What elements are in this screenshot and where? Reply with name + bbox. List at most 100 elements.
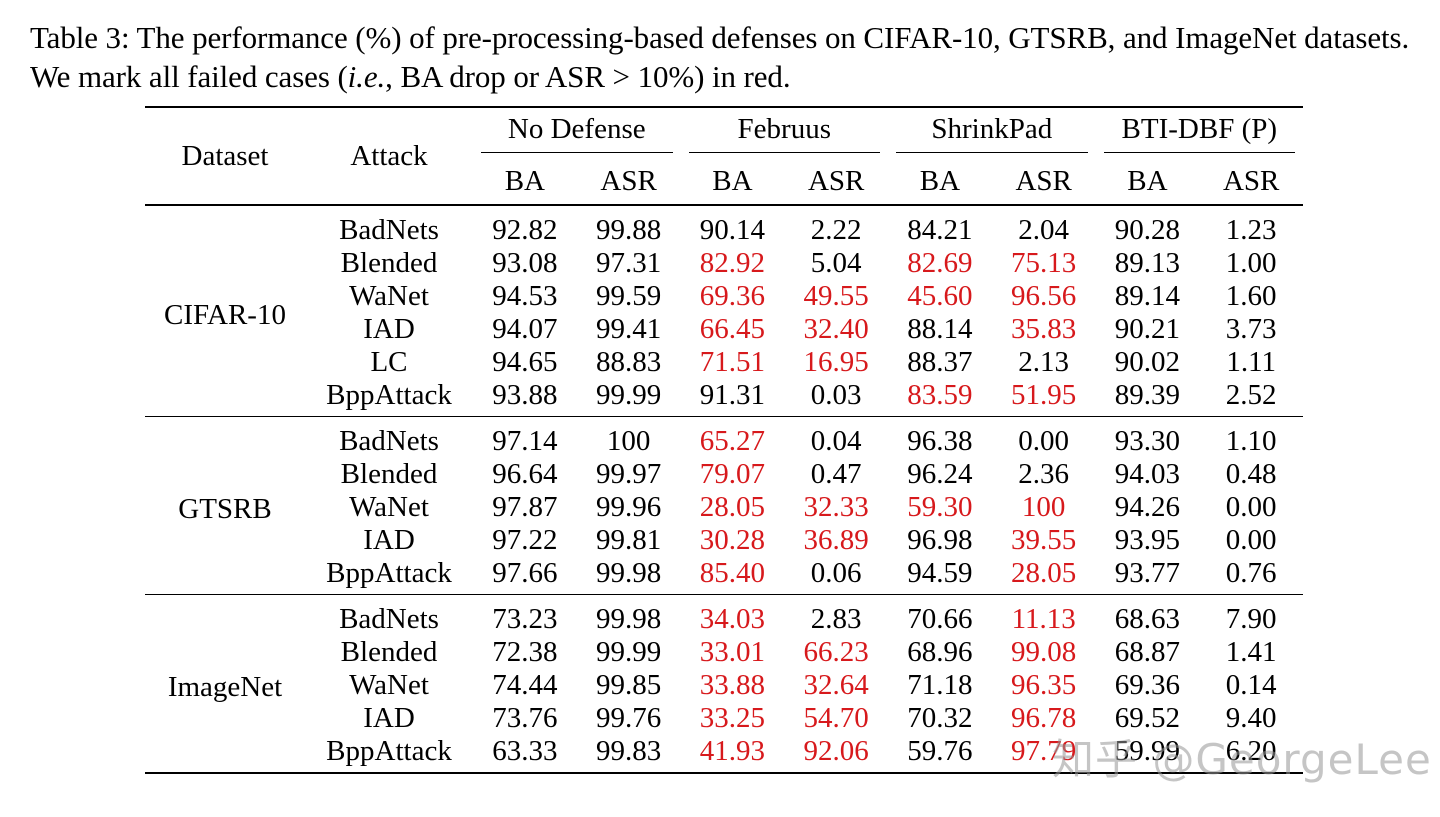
value-cell: 99.98 (596, 603, 662, 635)
header-metric: ASR (1015, 164, 1072, 197)
value-cell: 70.66 (907, 603, 973, 635)
results-table: Dataset Attack No Defense Februus Shrink… (145, 106, 1304, 774)
header-metric: ASR (1222, 164, 1280, 197)
value-cell: 39.55 (1011, 524, 1077, 556)
value-cell: 99.41 (596, 313, 662, 345)
caption-math: i.e. (347, 59, 386, 94)
value-cell: 97.87 (492, 491, 558, 523)
attack-label: Blended (340, 458, 438, 490)
value-cell: 2.22 (810, 214, 862, 246)
value-cell: 93.77 (1114, 557, 1181, 589)
value-cell: 2.36 (1018, 458, 1070, 490)
dataset-label: ImageNet (167, 671, 283, 703)
value-cell: 63.33 (492, 735, 558, 767)
value-cell: 96.56 (1011, 280, 1077, 312)
value-cell: 69.36 (1114, 669, 1181, 701)
value-cell: 82.92 (699, 247, 766, 279)
value-cell: 36.89 (803, 524, 869, 556)
value-cell: 99.76 (596, 702, 662, 734)
value-cell: 0.48 (1225, 458, 1277, 490)
value-cell: 97.66 (492, 557, 558, 589)
value-cell: 99.99 (596, 636, 662, 668)
value-cell: 88.14 (907, 313, 973, 345)
header-attack: Attack (305, 106, 473, 205)
value-cell: 99.85 (596, 669, 662, 701)
value-cell: 1.60 (1225, 280, 1277, 312)
caption-text-start: Table 3: The performance (%) of pre-proc… (30, 20, 1410, 94)
table-row: CIFAR-10 BadNets 92.82 99.88 90.14 2.22 84.21 2… (145, 205, 1303, 331)
value-cell: 93.08 (492, 247, 558, 279)
value-cell: 3.73 (1225, 313, 1277, 345)
dataset-label: GTSRB (178, 493, 272, 525)
table-caption: Table 3: The performance (%) of pre-proc… (30, 18, 1420, 96)
value-cell: 99.88 (596, 214, 662, 246)
attack-label: BadNets (339, 603, 439, 635)
value-cell: 100 (606, 425, 651, 457)
value-cell: 1.10 (1225, 425, 1277, 457)
value-cell: 1.23 (1225, 214, 1277, 246)
value-cell: 99.99 (596, 379, 662, 411)
value-cell: 9.40 (1225, 702, 1277, 734)
value-cell: 99.59 (596, 280, 662, 312)
table-row: Blended 93.08 97.31 82.92 5.04 82.69 75.13 89.1… (145, 247, 1303, 280)
table-row: IAD 73.76 99.76 33.25 54.70 70.32 96.78 69.52 9.… (145, 702, 1303, 735)
table-body: CIFAR-10 BadNets 92.82 99.88 90.14 2.22 84.21 2… (145, 205, 1304, 773)
caption-text-end: , BA drop or ASR > 10%) in red. (385, 59, 791, 94)
attack-label: Blended (340, 636, 438, 668)
value-cell: 0.76 (1225, 557, 1277, 589)
value-cell: 73.23 (492, 603, 558, 635)
value-cell: 71.18 (907, 669, 973, 701)
value-cell: 94.59 (907, 557, 973, 589)
value-cell: 45.60 (907, 280, 973, 312)
table-row: GTSRB BadNets 97.14 100 65.27 0.04 96.38 0.00 93… (145, 417, 1303, 525)
value-cell: 89.39 (1114, 379, 1181, 411)
value-cell: 91.31 (699, 379, 766, 411)
value-cell: 94.07 (492, 313, 558, 345)
table-row: Blended 96.64 99.97 79.07 0.47 96.24 2.36 94.03… (145, 458, 1303, 491)
attack-label: WaNet (349, 491, 429, 523)
header-metric: BA (504, 164, 546, 197)
value-cell: 2.83 (810, 603, 862, 635)
value-cell: 1.00 (1225, 247, 1277, 279)
value-cell: 16.95 (803, 346, 869, 378)
value-cell: 88.37 (907, 346, 973, 378)
table-row: ImageNet BadNets 73.23 99.98 34.03 2.83 70.66 1… (145, 595, 1303, 703)
value-cell: 96.35 (1011, 669, 1077, 701)
value-cell: 99.96 (596, 491, 662, 523)
value-cell: 96.64 (492, 458, 558, 490)
header-group-no-defense: No Defense (473, 106, 681, 158)
value-cell: 97.31 (596, 247, 662, 279)
header-dataset: Dataset (145, 106, 305, 205)
value-cell: 89.13 (1114, 247, 1181, 279)
value-cell: 99.97 (596, 458, 662, 490)
table-row: WaNet 97.87 99.96 28.05 32.33 59.30 100 94.26 0.… (145, 491, 1303, 524)
value-cell: 28.05 (699, 491, 766, 523)
value-cell: 82.69 (907, 247, 973, 279)
value-cell: 66.45 (699, 313, 766, 345)
value-cell: 85.40 (699, 557, 766, 589)
header-metric: BA (919, 164, 961, 197)
value-cell: 33.01 (699, 636, 766, 668)
attack-label: BadNets (339, 425, 439, 457)
value-cell: 0.00 (1225, 524, 1277, 556)
value-cell: 96.38 (907, 425, 973, 457)
value-cell: 7.90 (1225, 603, 1277, 635)
value-cell: 0.06 (810, 557, 862, 589)
value-cell: 1.41 (1225, 636, 1277, 668)
value-cell: 72.38 (492, 636, 558, 668)
header-metric: ASR (600, 164, 657, 197)
value-cell: 73.76 (492, 702, 558, 734)
value-cell: 84.21 (907, 214, 973, 246)
dataset-label: CIFAR-10 (164, 298, 286, 331)
value-cell: 0.14 (1225, 669, 1277, 701)
value-cell: 68.96 (907, 636, 973, 668)
table-row: WaNet 94.53 99.59 69.36 49.55 45.60 96.56 89.14… (145, 280, 1303, 313)
value-cell: 54.70 (803, 702, 869, 734)
value-cell: 96.98 (907, 524, 973, 556)
value-cell: 33.25 (699, 702, 766, 734)
value-cell: 69.52 (1114, 702, 1181, 734)
value-cell: 96.78 (1011, 702, 1077, 734)
value-cell: 97.79 (1011, 735, 1077, 767)
value-cell: 99.81 (596, 524, 662, 556)
value-cell: 70.32 (907, 702, 973, 734)
